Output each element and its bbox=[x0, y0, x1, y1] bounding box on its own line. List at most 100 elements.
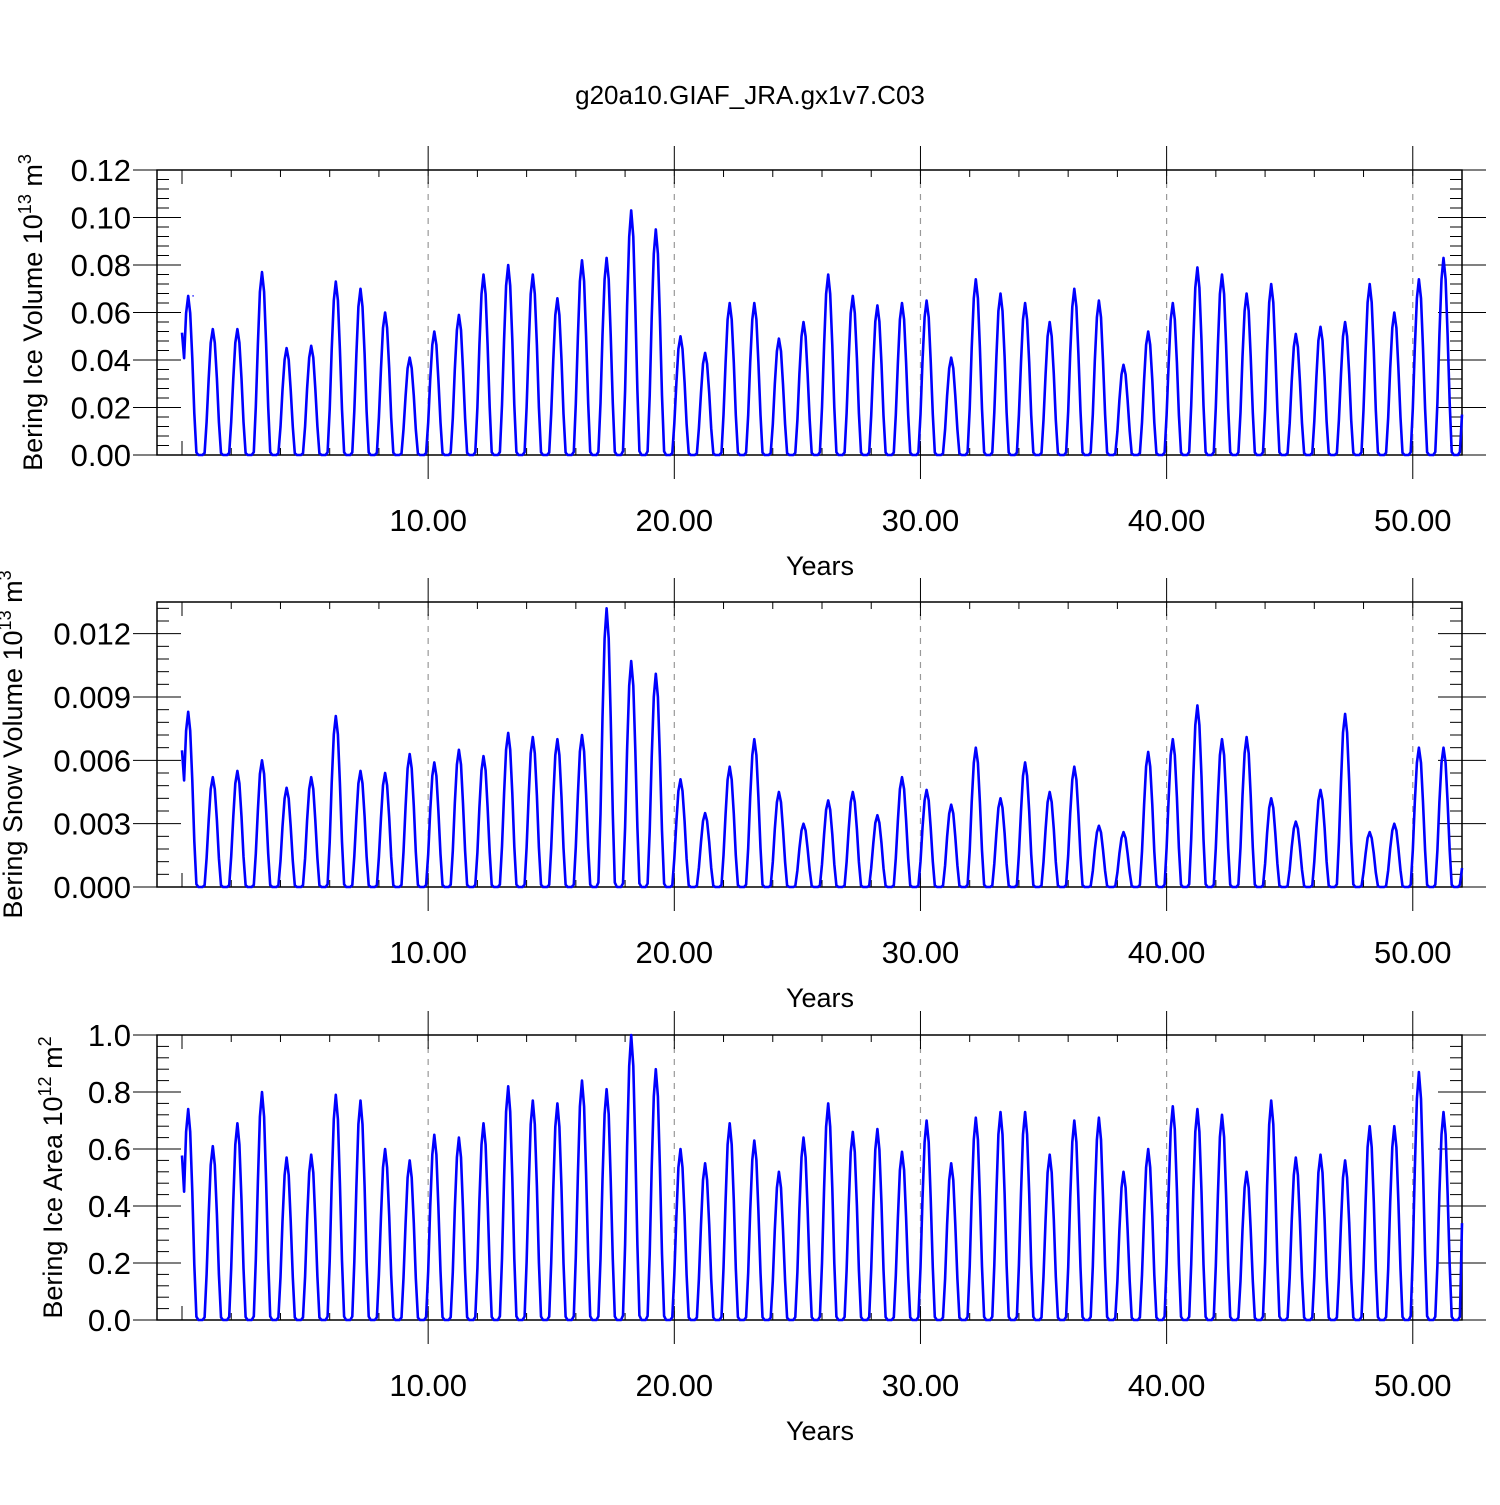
data-point bbox=[384, 1148, 386, 1150]
data-point bbox=[901, 1151, 903, 1153]
y-tick-label: 0.2 bbox=[88, 1246, 131, 1281]
y-tick-label: 0.08 bbox=[71, 248, 131, 283]
data-point bbox=[310, 1153, 313, 1156]
panel-3: 10.00 20.00 30.00 40.00 50.00 0.0 0.2 0.4 0.6 0.8… bbox=[35, 1011, 1486, 1446]
data-point bbox=[802, 1136, 805, 1139]
data-point bbox=[581, 734, 583, 736]
data-point bbox=[1196, 266, 1199, 269]
data-point bbox=[655, 1068, 657, 1070]
x-tick-label: 50.00 bbox=[1374, 1368, 1452, 1403]
data-point bbox=[876, 814, 879, 817]
data-point bbox=[1024, 302, 1026, 304]
data-point bbox=[999, 1111, 1002, 1113]
data-point bbox=[211, 1145, 214, 1147]
x-axis-label: Years bbox=[786, 551, 854, 581]
data-point bbox=[384, 311, 386, 314]
data-point bbox=[728, 302, 731, 304]
data-point bbox=[1122, 831, 1125, 833]
data-point bbox=[482, 755, 485, 757]
data-point bbox=[1221, 273, 1223, 276]
data-point bbox=[1442, 746, 1445, 749]
x-tick-label: 20.00 bbox=[636, 935, 714, 970]
y-tick-label: 0.0 bbox=[88, 1303, 131, 1338]
data-point bbox=[1245, 292, 1248, 295]
data-point bbox=[359, 287, 362, 290]
data-point bbox=[753, 302, 756, 304]
data-point bbox=[310, 344, 313, 347]
data-point bbox=[1073, 1119, 1076, 1122]
data-point bbox=[581, 259, 583, 262]
data-point bbox=[1098, 824, 1100, 827]
data-point bbox=[605, 1088, 608, 1090]
data-point bbox=[482, 273, 485, 276]
data-point bbox=[876, 304, 879, 307]
x-tick-label: 20.00 bbox=[636, 503, 714, 538]
data-point bbox=[1418, 1071, 1420, 1073]
y-tick-label: 0.06 bbox=[71, 296, 131, 331]
data-point bbox=[1393, 311, 1396, 314]
data-point bbox=[236, 770, 239, 772]
data-point bbox=[753, 1139, 756, 1142]
data-point bbox=[1368, 283, 1371, 285]
data-point bbox=[1147, 330, 1149, 333]
data-point bbox=[1295, 333, 1297, 335]
data-point bbox=[778, 1171, 780, 1173]
x-tick-label: 10.00 bbox=[389, 503, 467, 538]
y-tick-label: 0.12 bbox=[71, 153, 131, 188]
x-tick-label: 10.00 bbox=[389, 935, 467, 970]
data-point bbox=[433, 330, 436, 333]
x-tick-label: 30.00 bbox=[882, 1368, 960, 1403]
data-point bbox=[605, 607, 608, 610]
data-point bbox=[359, 770, 362, 772]
data-point bbox=[285, 1156, 288, 1159]
data-point bbox=[679, 1148, 682, 1150]
data-point bbox=[1171, 738, 1174, 741]
data-point bbox=[827, 799, 829, 802]
y-tick-label: 0.10 bbox=[71, 201, 131, 236]
data-point bbox=[999, 797, 1002, 800]
data-point bbox=[1319, 1153, 1322, 1156]
data-point bbox=[1171, 302, 1174, 304]
y-axis-label: Bering Snow Volume 1013 m3 bbox=[0, 570, 28, 918]
data-point bbox=[310, 776, 313, 779]
series-line bbox=[180, 1033, 1464, 1322]
data-point bbox=[851, 1131, 854, 1133]
data-point bbox=[778, 791, 780, 793]
plot-frame bbox=[156, 601, 1463, 888]
data-point bbox=[728, 765, 731, 768]
data-point bbox=[556, 1102, 559, 1105]
data-point bbox=[901, 776, 903, 779]
data-point bbox=[1048, 321, 1051, 323]
data-point bbox=[187, 297, 189, 300]
data-point bbox=[1344, 321, 1346, 323]
data-point bbox=[1270, 1099, 1273, 1102]
data-point bbox=[1270, 283, 1273, 285]
data-point bbox=[1418, 746, 1420, 749]
data-point bbox=[335, 280, 337, 283]
y-axis-label: Bering Ice Area 1012 m2 bbox=[35, 1036, 68, 1318]
x-tick-label: 40.00 bbox=[1128, 503, 1206, 538]
data-point bbox=[581, 1079, 583, 1082]
data-point bbox=[187, 710, 189, 713]
data-point bbox=[1024, 1111, 1026, 1113]
data-point bbox=[605, 257, 608, 259]
y-tick-label: 0.04 bbox=[71, 343, 131, 378]
data-point bbox=[458, 314, 460, 316]
data-point bbox=[1344, 713, 1346, 715]
data-point bbox=[285, 347, 288, 349]
data-point bbox=[876, 1128, 879, 1130]
data-point bbox=[925, 299, 928, 302]
data-point bbox=[1442, 1111, 1445, 1113]
data-point bbox=[556, 297, 559, 300]
data-point bbox=[802, 321, 805, 323]
data-point bbox=[1319, 325, 1322, 328]
data-point bbox=[1368, 831, 1371, 833]
data-point bbox=[950, 803, 953, 806]
y-tick-label: 0.009 bbox=[53, 680, 131, 715]
data-point bbox=[1122, 1171, 1125, 1173]
data-point bbox=[630, 1034, 633, 1036]
x-tick-label: 30.00 bbox=[882, 935, 960, 970]
data-point bbox=[704, 1162, 706, 1165]
data-point bbox=[531, 1099, 534, 1102]
data-point bbox=[1024, 761, 1026, 764]
